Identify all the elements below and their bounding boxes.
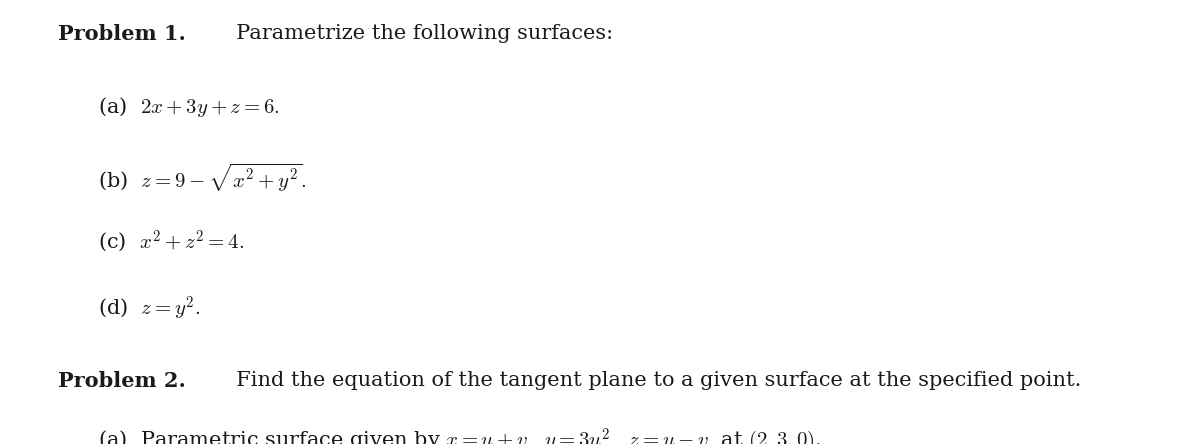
Text: Problem 1.: Problem 1. [58,24,186,44]
Text: (a)  Parametric surface given by $x = u + v \quad y = 3u^2 \quad z = u - v$, at : (a) Parametric surface given by $x = u +… [98,426,822,444]
Text: Parametrize the following surfaces:: Parametrize the following surfaces: [222,24,613,44]
Text: (d)  $z = y^2.$: (d) $z = y^2.$ [98,295,200,323]
Text: (a)  $2x + 3y + z = 6.$: (a) $2x + 3y + z = 6.$ [98,95,280,119]
Text: (c)  $x^2 + z^2 = 4.$: (c) $x^2 + z^2 = 4.$ [98,229,245,255]
Text: Problem 2.: Problem 2. [58,371,186,391]
Text: (b)  $z = 9 - \sqrt{x^2 + y^2}.$: (b) $z = 9 - \sqrt{x^2 + y^2}.$ [98,162,307,194]
Text: Find the equation of the tangent plane to a given surface at the specified point: Find the equation of the tangent plane t… [222,371,1081,390]
